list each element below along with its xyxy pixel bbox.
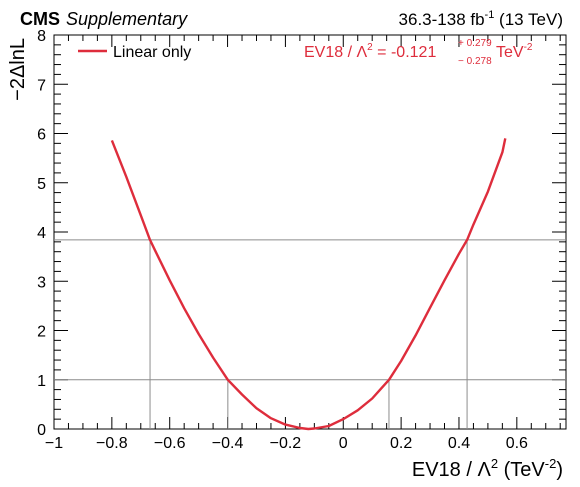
fit-result-annotation: EV18 / Λ2 = -0.121	[304, 42, 436, 61]
x-tick-label: 0.2	[390, 435, 412, 452]
x-axis-title: EV18 / Λ2 (TeV-2)	[412, 456, 563, 481]
uncertainty-down: − 0.278	[458, 56, 492, 67]
axis-ticks	[53, 34, 566, 430]
x-tick-label: −0.8	[96, 435, 128, 452]
x-tick-labels: −1 −0.8 −0.6 −0.4 −0.2 0 0.2 0.4 0.6	[45, 435, 528, 452]
y-tick-label: 6	[37, 127, 46, 144]
y-tick-label: 0	[37, 422, 46, 439]
y-axis-title: −2ΔlnL	[7, 38, 29, 101]
x-tick-label: −0.4	[212, 435, 244, 452]
legend-label: Linear only	[113, 44, 191, 61]
y-tick-label: 2	[37, 324, 46, 341]
x-tick-label: −1	[45, 435, 63, 452]
x-tick-label: 0.4	[448, 435, 470, 452]
status-label: Supplementary	[66, 9, 188, 29]
luminosity-label: 36.3-138 fb-1 (13 TeV)	[399, 9, 563, 29]
y-tick-label: 3	[37, 274, 46, 291]
y-tick-label: 5	[37, 176, 46, 193]
series-line-linear-only	[110, 138, 507, 431]
experiment-label: CMS	[20, 9, 60, 29]
y-tick-labels: 0 1 2 3 4 5 6 7 8	[37, 28, 46, 439]
x-tick-label: 0	[339, 435, 348, 452]
header-left: CMS Supplementary	[20, 9, 188, 29]
annotation-unit: TeV-2	[496, 42, 533, 61]
y-tick-label: 1	[37, 373, 46, 390]
uncertainty-up: + 0.279	[458, 38, 492, 49]
x-tick-label: −0.2	[270, 435, 302, 452]
y-tick-label: 7	[37, 77, 46, 94]
x-tick-label: −0.6	[154, 435, 186, 452]
x-tick-label: 0.6	[506, 435, 528, 452]
y-tick-label: 8	[37, 28, 46, 45]
reference-lines	[54, 239, 566, 429]
y-tick-label: 4	[37, 225, 46, 242]
plot-frame	[53, 34, 567, 430]
